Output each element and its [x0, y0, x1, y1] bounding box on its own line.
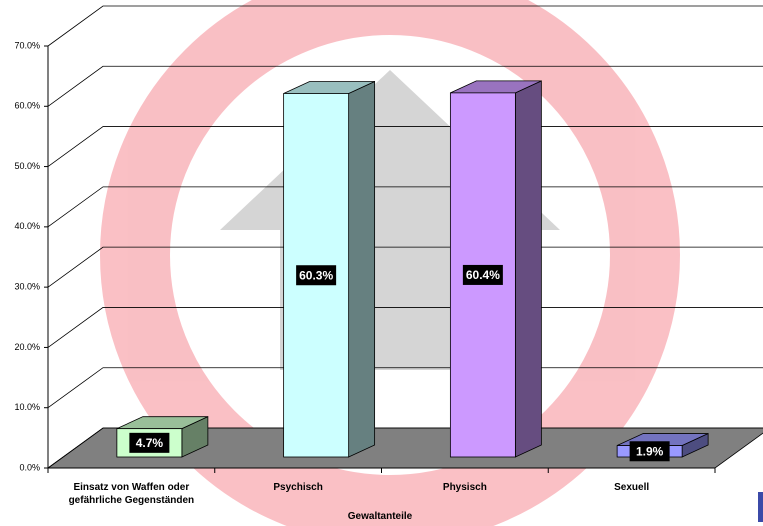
x-axis-label: Gewaltanteile: [347, 511, 413, 522]
bar-side: [514, 80, 542, 458]
y-tick-label: 50.0%: [14, 161, 40, 171]
y-tick-label: 60.0%: [14, 101, 40, 111]
x-tick-label: Psychisch: [273, 482, 323, 493]
grid-line: [47, 246, 763, 288]
y-tick-label: 30.0%: [14, 282, 40, 292]
grid-line: [47, 126, 763, 167]
bar: 4.7%: [116, 416, 209, 458]
y-tick-label: 0.0%: [19, 462, 40, 472]
grid-line: [47, 307, 763, 348]
value-label: 60.4%: [466, 268, 500, 282]
value-label: 4.7%: [136, 436, 164, 450]
value-label: 60.3%: [299, 268, 333, 282]
grid-line: [47, 65, 763, 107]
value-label-box: [296, 265, 337, 286]
grid-line: [47, 186, 763, 228]
y-tick-label: 70.0%: [14, 40, 40, 50]
bar: 1.9%: [616, 432, 709, 462]
x-tick-label: Sexuell: [614, 482, 650, 493]
y-tick-label: 40.0%: [14, 221, 40, 231]
bar: 60.3%: [283, 80, 376, 458]
y-tick-label: 10.0%: [14, 402, 40, 412]
bar: 60.4%: [449, 80, 542, 458]
value-label-box: [462, 264, 503, 285]
bar-side: [348, 80, 376, 458]
value-label-box: [129, 432, 170, 453]
value-label: 1.9%: [636, 444, 664, 458]
y-tick-label: 20.0%: [14, 342, 40, 352]
grid-line: [47, 427, 763, 469]
decoration: [758, 492, 763, 522]
x-tick-label: Physisch: [442, 482, 487, 493]
grid-line: [47, 5, 763, 47]
value-label-box: [629, 441, 670, 462]
x-tick-label: Einsatz von Waffen oder gefährliche Gege…: [68, 482, 195, 506]
grid-line: [47, 367, 763, 409]
